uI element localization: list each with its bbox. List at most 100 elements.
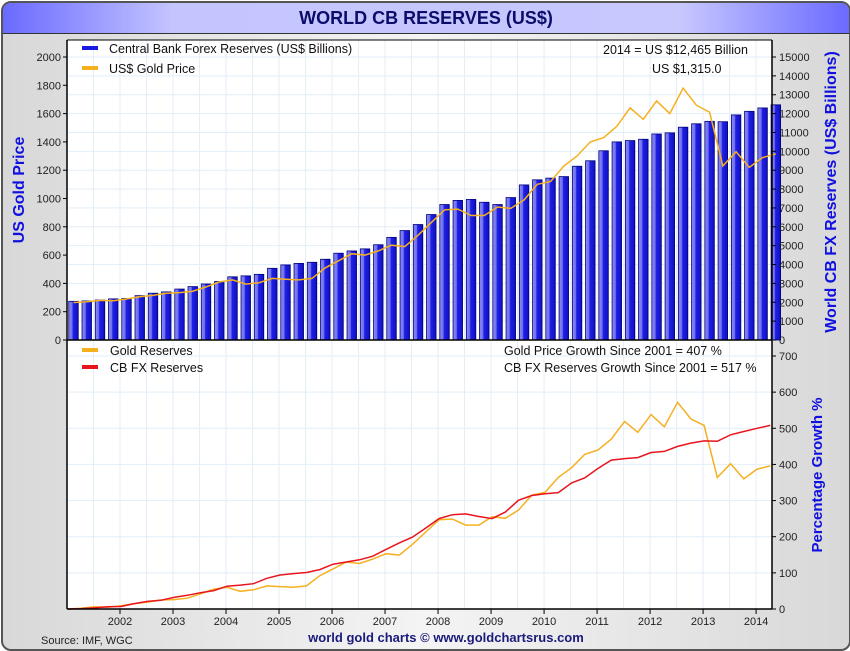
y-tick-label-growth: 400	[779, 459, 797, 471]
reserves-bar	[479, 201, 490, 341]
growth-axis-title: Percentage Growth %	[809, 397, 826, 552]
x-tick-label: 2010	[532, 616, 556, 628]
y-tick-label-right: 12000	[779, 109, 810, 121]
reserves-bar	[704, 120, 715, 341]
annotation-gold-price-2014: US $1,315.0	[652, 62, 722, 76]
y-tick-label-right: 14000	[779, 71, 810, 83]
annotation-fx-growth: CB FX Reserves Growth Since 2001 = 517 %	[504, 361, 757, 375]
reserves-bar	[174, 288, 185, 341]
tick-labels: 0200400600800100012001400160018002000010…	[37, 52, 810, 628]
reserves-bar	[386, 236, 397, 341]
y-tick-label-left: 0	[55, 335, 61, 347]
fx-growth-line	[67, 424, 771, 610]
legend-swatch-reserves	[82, 46, 98, 50]
y-tick-label-left: 1400	[37, 137, 61, 149]
reserves-bar	[200, 283, 212, 341]
y-tick-label-growth: 100	[779, 568, 797, 580]
legend-label-fx-reserves: CB FX Reserves	[110, 361, 203, 375]
reserves-bar	[677, 126, 689, 341]
chart-title: WORLD CB RESERVES (US$)	[299, 8, 553, 28]
reserves-bar	[611, 141, 622, 341]
reserves-bar	[545, 177, 556, 341]
y-tick-label-growth: 300	[779, 496, 797, 508]
reserves-bar	[346, 250, 357, 341]
y-tick-label-right: 11000	[779, 127, 809, 139]
reserves-bar	[651, 133, 662, 341]
x-tick-label: 2011	[585, 616, 609, 628]
y-tick-label-left: 1800	[37, 80, 61, 92]
reserves-bar	[598, 150, 609, 341]
x-tick-label: 2014	[744, 616, 768, 628]
annotation-reserves-2014: 2014 = US $12,465 Billion	[603, 43, 748, 57]
reserves-bar	[280, 264, 291, 341]
reserves-bar	[108, 298, 119, 341]
reserves-bar	[426, 214, 437, 341]
y-tick-label-growth: 700	[779, 351, 797, 363]
legend-swatch-gold-price	[82, 66, 98, 70]
reserves-bar	[147, 292, 159, 341]
reserves-bar	[730, 114, 742, 341]
reserves-bar	[465, 199, 477, 341]
reserves-bar	[664, 132, 675, 341]
reserves-bar	[306, 261, 318, 341]
reserves-bar	[585, 160, 596, 341]
y-tick-label-left: 1000	[37, 194, 61, 206]
y-tick-label-growth: 600	[779, 387, 797, 399]
reserves-bar	[558, 176, 569, 341]
reserves-bar	[638, 138, 649, 341]
reserves-bar	[505, 197, 516, 341]
reserves-bar	[214, 281, 225, 341]
legend-label-reserves: Central Bank Forex Reserves (US$ Billion…	[109, 42, 352, 56]
y-tick-label-left: 1600	[37, 109, 61, 121]
reserves-bar	[187, 286, 198, 341]
reserves-bar	[532, 179, 543, 341]
reserves-bar	[293, 263, 304, 341]
x-tick-label: 2004	[214, 616, 238, 628]
reserves-bar	[452, 199, 463, 341]
x-tick-label: 2013	[691, 616, 715, 628]
source-note: Source: IMF, WGC	[41, 635, 133, 647]
y-tick-label-left: 400	[43, 278, 61, 290]
legend-swatch-gold-reserves	[82, 348, 98, 352]
y-tick-label-right: 1000	[779, 316, 803, 328]
gold-growth-line	[67, 400, 771, 610]
y-tick-label-right: 7000	[779, 203, 803, 215]
y-tick-label-right: 9000	[779, 165, 803, 177]
x-tick-label: 2012	[638, 616, 662, 628]
y-tick-label-left: 800	[43, 222, 61, 234]
y-tick-label-growth: 0	[779, 604, 785, 616]
right-axis-title: World CB FX Reserves (US$ Billions)	[823, 51, 840, 333]
y-tick-label-right: 13000	[779, 90, 810, 102]
y-tick-label-right: 3000	[779, 278, 803, 290]
x-tick-label: 2002	[108, 616, 132, 628]
reserves-bar	[81, 300, 92, 341]
y-tick-label-left: 1200	[37, 165, 61, 177]
reserves-bar	[94, 299, 106, 341]
y-tick-label-right: 10000	[779, 146, 810, 158]
gold-price-line	[73, 86, 776, 304]
reserves-bar	[624, 140, 636, 341]
y-tick-label-right: 15000	[779, 52, 810, 64]
y-tick-label-right: 8000	[779, 184, 803, 196]
x-tick-label: 2009	[479, 616, 503, 628]
reserves-bar	[253, 273, 265, 341]
reserves-bar	[412, 224, 424, 341]
left-axis-title: US Gold Price	[11, 137, 28, 244]
title-bar: WORLD CB RESERVES (US$)	[3, 3, 849, 34]
reserves-bar	[691, 123, 702, 341]
reserves-bar	[571, 165, 583, 341]
legend-label-gold-reserves: Gold Reserves	[110, 344, 193, 358]
y-tick-label-right: 4000	[779, 260, 803, 272]
reserves-bar	[439, 204, 450, 341]
legend-label-gold-price: US$ Gold Price	[109, 62, 195, 76]
y-tick-label-growth: 200	[779, 532, 797, 544]
y-tick-label-left: 600	[43, 250, 61, 262]
annotation-gold-growth: Gold Price Growth Since 2001 = 407 %	[504, 344, 722, 358]
y-tick-label-right: 0	[779, 335, 785, 347]
reserves-bar	[161, 291, 172, 341]
y-tick-label-left: 200	[43, 307, 61, 319]
y-tick-label-left: 2000	[37, 52, 61, 64]
reserves-bar	[518, 184, 530, 341]
reserves-bar	[240, 275, 251, 341]
